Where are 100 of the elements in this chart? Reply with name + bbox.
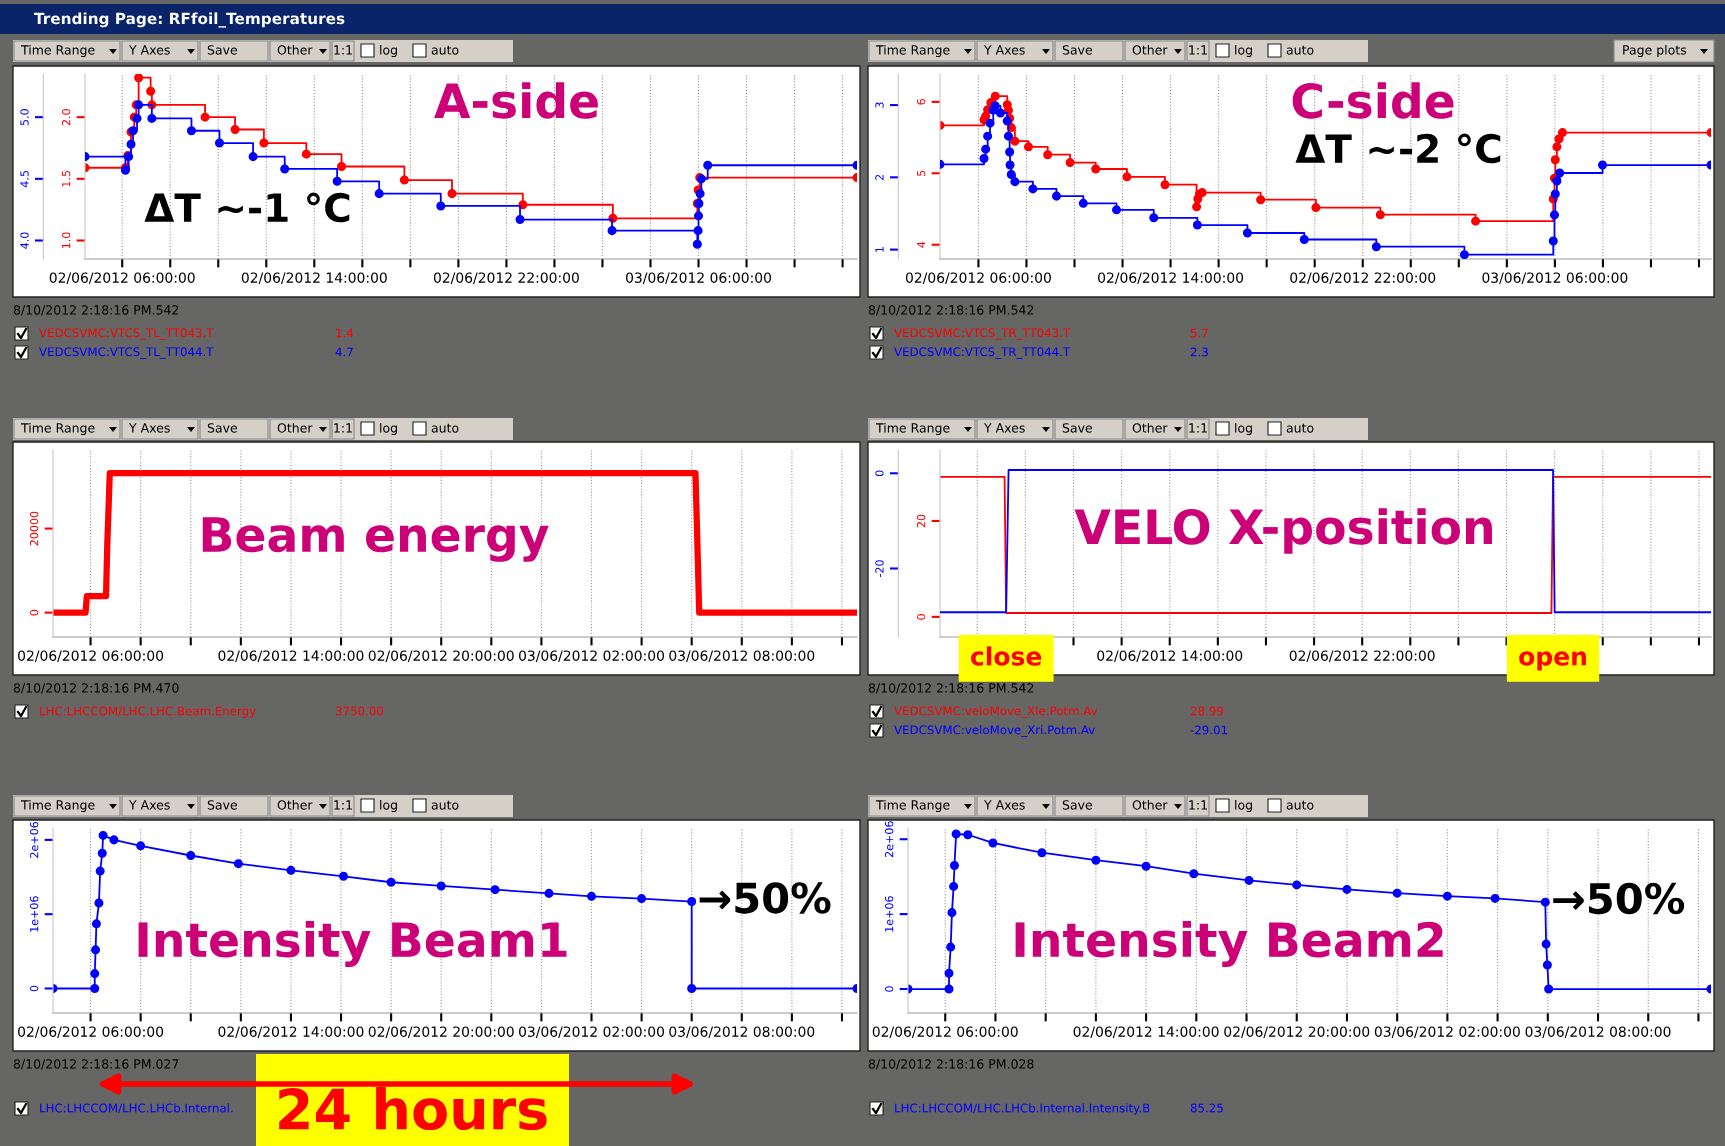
y-tick-label: 4 (917, 241, 926, 248)
text: log (380, 44, 397, 58)
legend-title: 8/10/2012 2:18:16 PM.027 (13, 1059, 179, 1070)
text: Save (1062, 423, 1093, 433)
text: 1.4 (336, 328, 354, 338)
chart-title: A-side (434, 82, 598, 119)
x-tick-label: 03/06/2012 06:00:00 (1482, 272, 1628, 285)
text: Time Range (875, 422, 950, 436)
y-tick-label: 1.0 (61, 232, 71, 249)
text: Save (207, 45, 238, 55)
x-tick-label: 03/06/2012 02:00:00 (519, 1026, 664, 1039)
text: Intensity Beam1 (138, 920, 567, 968)
legend-title: 8/10/2012 2:18:16 PM.542 (13, 305, 179, 316)
text: log (1235, 44, 1252, 58)
text: LHC:LHCCOM/LHC.LHCb.Internal.Intensity.B (895, 1103, 1150, 1115)
x-tick-label: 03/06/2012 08:00:00 (669, 650, 815, 663)
text: 1:1 (334, 423, 352, 433)
chart-title: C-side (1292, 82, 1454, 119)
x-tick-label: 03/06/2012 08:00:00 (1525, 1026, 1671, 1039)
y2-tick-label: 1 (875, 247, 884, 252)
x-tick-label: 02/06/2012 20:00:00 (1224, 1026, 1370, 1039)
x-tick-label: 02/06/2012 22:00:00 (1289, 650, 1435, 663)
text: LHC:LHCCOM/LHC.LHCb.Internal. (40, 1103, 233, 1114)
text: Y Axes (983, 800, 1025, 810)
y2-tick-label: 3 (875, 102, 884, 108)
x-tick-label: 02/06/2012 06:00:00 (18, 1026, 164, 1039)
text: Other (277, 799, 313, 810)
text: 1:1 (1189, 423, 1207, 433)
text: VEDCSVMC:VTCS_TR_TT043.T (894, 328, 1071, 340)
annotation: ΔT ~-2 °C (1295, 133, 1501, 164)
x-tick-label: 02/06/2012 06:00:00 (872, 1026, 1018, 1039)
y2-tick-label: 4.0 (20, 232, 29, 249)
text: 1:1 (334, 45, 352, 55)
x-tick-label: 02/06/2012 20:00:00 (368, 1026, 514, 1039)
text: Time Range (20, 422, 95, 436)
text: VEDCSVMC:VTCS_TL_TT044.T (39, 347, 214, 359)
text: Save (207, 423, 238, 433)
x-tick-label: 02/06/2012 14:00:00 (218, 1026, 364, 1039)
x-tick-label: 02/06/2012 06:00:00 (905, 272, 1051, 285)
text: 3750.00 (335, 706, 384, 716)
text: log (380, 422, 397, 436)
text: auto (1286, 800, 1314, 810)
annotation: →50% (1553, 882, 1685, 915)
text: VEDCSVMC:VTCS_TR_TT044.T (894, 347, 1071, 359)
x-tick-label: 02/06/2012 06:00:00 (49, 272, 195, 285)
legend-title: 8/10/2012 2:18:16 PM.542 (868, 683, 1034, 694)
text: Other (1132, 422, 1168, 433)
text: Other (1132, 799, 1168, 810)
text: Y Axes (983, 45, 1025, 55)
x-tick-label: 02/06/2012 14:00:00 (1073, 1026, 1219, 1039)
y2-tick-label: 2 (875, 174, 884, 181)
text: 85.25 (1190, 1103, 1223, 1113)
text: VEDCSVMC:veloMove_Xle.Potm.Av (894, 706, 1098, 718)
x-tick-label: 02/06/2012 14:00:00 (1097, 650, 1243, 663)
y2-tick-label: 0 (875, 470, 884, 477)
text: Y Axes (128, 45, 170, 55)
y-tick-label: 1.5 (62, 170, 71, 187)
y-tick-label: 2e+06 (29, 821, 39, 858)
text: Save (207, 800, 238, 810)
text: auto (1286, 45, 1314, 55)
legend-title: 8/10/2012 2:18:16 PM.542 (868, 305, 1034, 316)
text: auto (431, 423, 459, 433)
legend-title: 8/10/2012 2:18:16 PM.028 (868, 1059, 1034, 1070)
text: Other (277, 44, 313, 55)
x-tick-label: 02/06/2012 06:00:00 (18, 650, 164, 663)
text: Y Axes (128, 423, 170, 433)
text: LHC:LHCCOM/LHC.LHC.Beam.Energy (40, 706, 256, 718)
text: Time Range (875, 44, 950, 58)
x-tick-label: 02/06/2012 22:00:00 (1290, 272, 1436, 285)
annotation: →50% (699, 882, 831, 914)
text: Y Axes (983, 423, 1025, 433)
y2-tick-label: 4.5 (20, 170, 29, 188)
x-tick-label: 02/06/2012 14:00:00 (218, 650, 364, 663)
text: log (380, 799, 397, 813)
x-tick-label: 03/06/2012 06:00:00 (626, 272, 772, 285)
text: -29.01 (1190, 725, 1227, 735)
annotation: ΔT ~-1 °C (144, 192, 350, 223)
text: Y Axes (128, 800, 170, 810)
y-tick-label: 0 (29, 609, 39, 616)
text: log (1235, 799, 1252, 813)
text: VEDCSVMC:veloMove_Xri.Potm.Av (894, 725, 1095, 737)
x-tick-label: 02/06/2012 14:00:00 (241, 272, 387, 285)
y-tick-label: 20000 (29, 511, 39, 546)
text: 1:1 (334, 800, 352, 810)
annotation: open (1519, 651, 1586, 671)
annotation: close (971, 646, 1042, 666)
x-tick-label: 02/06/2012 22:00:00 (433, 272, 579, 285)
y-tick-label: 2.0 (61, 109, 71, 126)
text: 28.99 (1190, 706, 1223, 716)
text: auto (1286, 423, 1314, 433)
y-tick-label: 20 (916, 514, 926, 528)
text: auto (431, 800, 459, 810)
text: Time Range (20, 799, 95, 813)
text: Page plots (1623, 44, 1687, 58)
text: Save (1062, 800, 1093, 810)
x-tick-label: 02/06/2012 14:00:00 (1098, 272, 1244, 285)
text: VELO X-position (1074, 508, 1492, 554)
text: Beam energy (202, 517, 549, 562)
y-tick-label: 0 (916, 614, 926, 620)
legend-title: 8/10/2012 2:18:16 PM.470 (13, 683, 179, 694)
